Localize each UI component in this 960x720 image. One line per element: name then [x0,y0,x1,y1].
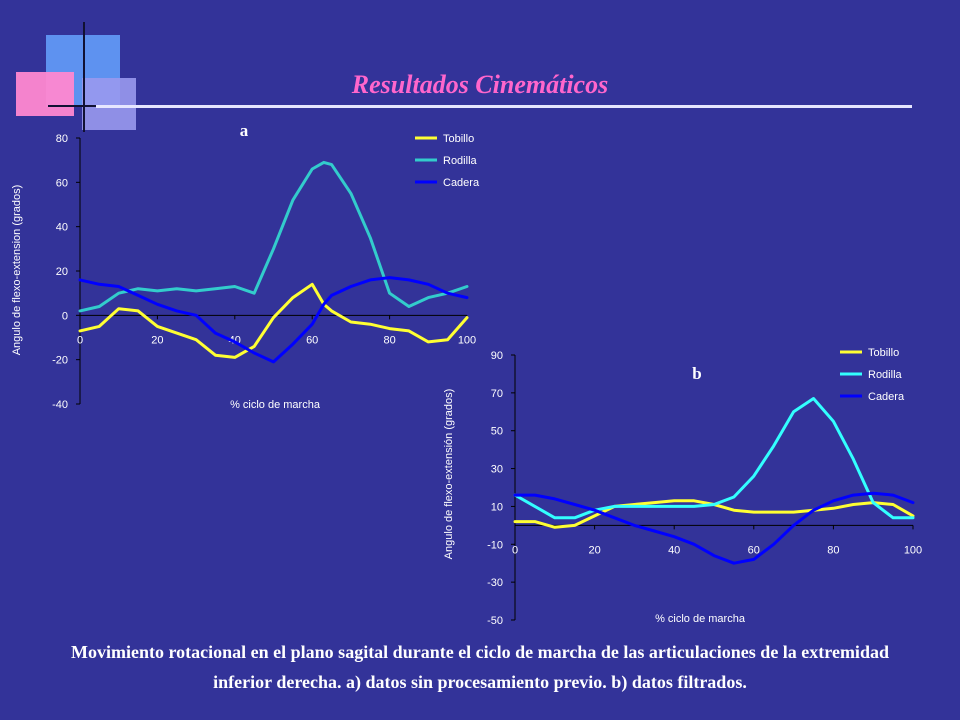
chart-a-y-tick-label: -40 [52,399,68,411]
chart-a-x-axis-label: % ciclo de marcha [230,399,321,411]
chart-b-series-cadera [513,491,915,565]
decor-short-rule [48,105,98,107]
chart-a-series-tobillo [78,282,469,359]
chart-b-x-tick-label: 40 [668,544,680,556]
chart-b-x-tick-label: 20 [588,544,600,556]
chart-b-y-tick-label: 70 [491,388,503,400]
chart-a-x-tick-label: 80 [383,334,395,346]
chart-b-y-axis-label: Angulo de flexo-extensión (grados) [443,389,455,560]
chart-b-legend-label-cadera: Cadera [868,391,905,403]
chart-b-x-tick-label: 100 [904,544,922,556]
chart-a-y-tick-label: 80 [56,133,68,145]
chart-b-y-tick-label: -30 [487,577,503,589]
chart-a-x-tick-label: 60 [306,334,318,346]
chart-a-series-rodilla [78,160,469,313]
chart-a-x-tick-label: 100 [458,334,476,346]
chart-a-panel-label: a [240,121,249,140]
chart-b-x-axis-label: % ciclo de marcha [655,613,746,625]
chart-b-series-rodilla [513,397,915,520]
chart-b-legend-label-tobillo: Tobillo [868,347,899,359]
chart-a-y-tick-label: 20 [56,266,68,278]
chart-a-y-axis-label: Angulo de flexo-extension (grados) [11,185,23,356]
decor-square-pink [16,72,74,116]
chart-b-legend-label-rodilla: Rodilla [868,369,903,381]
title-underline [96,105,912,108]
chart-b-x-tick-label: 80 [827,544,839,556]
chart-b-y-tick-label: 10 [491,501,503,513]
chart-b-y-tick-label: 50 [491,426,503,438]
chart-a-y-tick-label: -20 [52,355,68,367]
chart-a-legend-label-cadera: Cadera [443,177,480,189]
decor-square-lavender [82,78,136,130]
chart-a-legend-label-tobillo: Tobillo [443,133,474,145]
decor-vertical-rule [83,22,85,132]
chart-b-y-tick-label: 90 [491,350,503,362]
chart-b-y-tick-label: -10 [487,539,503,551]
slide-title: Resultados Cinemáticos [351,70,609,99]
chart-a-series-cadera [78,276,469,364]
chart-a-x-tick-label: 20 [151,334,163,346]
chart-b-x-tick-label: 0 [512,544,518,556]
chart-b-y-tick-label: -50 [487,615,503,627]
chart-a-legend-label-rodilla: Rodilla [443,155,478,167]
slide-caption: Movimiento rotacional en el plano sagita… [71,642,889,692]
chart-b-y-tick-label: 30 [491,464,503,476]
chart-a-y-tick-label: 60 [56,177,68,189]
chart-a-y-tick-label: 40 [56,222,68,234]
chart-b-panel-label: b [692,364,701,383]
chart-b-x-tick-label: 60 [748,544,760,556]
chart-a-x-tick-label: 0 [77,334,83,346]
chart-a-y-tick-label: 0 [62,310,68,322]
